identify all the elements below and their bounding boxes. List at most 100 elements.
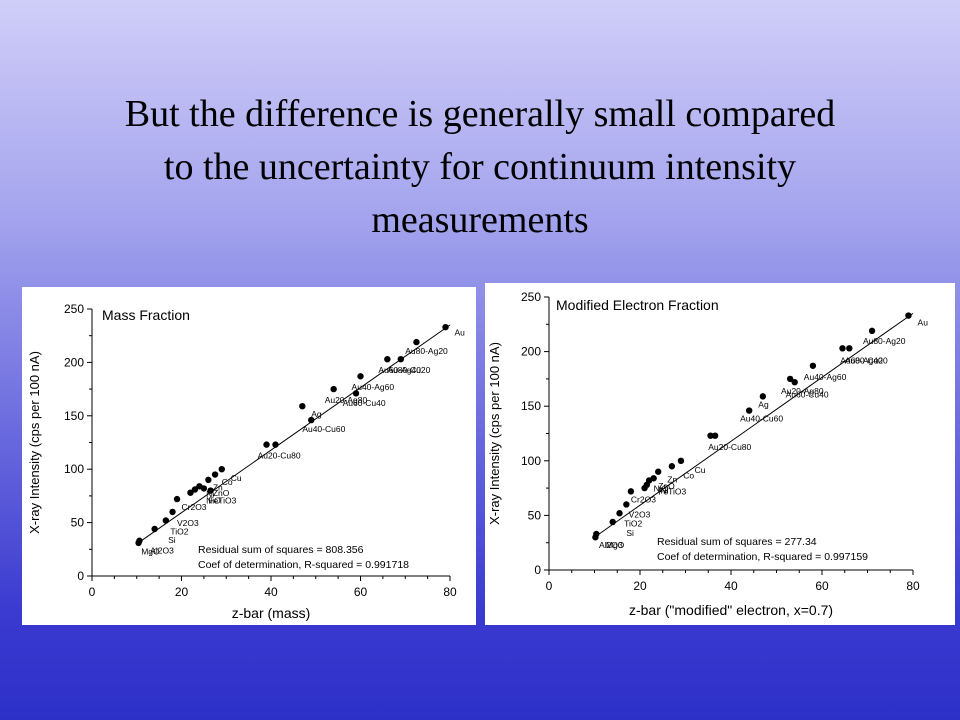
data-point — [905, 312, 912, 319]
point-label: Au80-Ag20 — [863, 336, 906, 346]
point-label: Cu — [231, 473, 242, 483]
data-point — [151, 525, 158, 533]
data-point — [707, 432, 714, 439]
chart-title: Modified Electron Fraction — [556, 297, 719, 313]
point-label: FeTiO3 — [208, 495, 236, 505]
r-squared-annotation: Coef of determination, R-squared = 0.991… — [198, 559, 409, 571]
data-point — [211, 471, 219, 478]
point-label: TiO2 — [170, 526, 188, 536]
point-label: Au80-Cu20 — [387, 365, 430, 375]
data-point — [205, 476, 212, 484]
data-point — [330, 385, 337, 393]
y-tick-label: 250 — [64, 302, 84, 316]
x-tick-label: 80 — [443, 585, 457, 599]
data-point — [786, 375, 794, 383]
data-point — [442, 323, 449, 331]
point-label: Cr2O3 — [182, 502, 207, 512]
point-label: Si — [626, 528, 634, 538]
data-point — [136, 537, 143, 544]
point-label: Al2O3 — [599, 540, 623, 550]
data-point — [357, 373, 364, 380]
point-label: TiO2 — [624, 518, 642, 528]
point-label: Au60-Ag40 — [840, 356, 883, 366]
data-point — [397, 355, 404, 363]
point-label: MgO — [141, 547, 160, 557]
point-label: ZnO — [213, 488, 230, 498]
point-label: Ag — [311, 409, 322, 419]
data-point — [187, 489, 194, 496]
fit-line — [136, 324, 451, 545]
point-label: Cr2O3 — [631, 494, 656, 504]
title-line-1: But the difference is generally small co… — [124, 93, 836, 135]
data-point — [173, 495, 181, 503]
point-label: V2O3 — [629, 510, 651, 520]
point-label: Au20-Ag80 — [781, 386, 824, 396]
y-tick-label: 150 — [521, 399, 541, 413]
data-point — [616, 510, 623, 517]
point-label: Au80-Cu20 — [845, 356, 888, 366]
y-tick-label: 250 — [521, 290, 541, 304]
x-tick-label: 80 — [906, 579, 920, 593]
y-axis-label: X-ray Intensity (cps per 100 nA) — [27, 351, 42, 534]
slide-title: But the difference is generally small co… — [40, 88, 920, 247]
data-point — [200, 485, 208, 492]
point-label: Al2O3 — [150, 546, 174, 556]
y-tick-label: 200 — [64, 355, 84, 369]
point-label: Au40-Cu60 — [740, 413, 783, 423]
point-label: Au — [918, 317, 929, 327]
point-label: Au60-Cu40 — [343, 398, 386, 408]
y-tick-label: 0 — [77, 569, 84, 583]
y-tick-label: 0 — [534, 563, 541, 577]
point-label: MgO — [606, 540, 625, 550]
point-label: FeTiO3 — [658, 487, 686, 497]
point-label: Au80-Ag20 — [405, 346, 448, 356]
x-tick-label: 20 — [633, 579, 647, 593]
point-label: V2O3 — [177, 518, 199, 528]
point-label: Au — [454, 328, 465, 338]
data-point — [655, 468, 662, 475]
point-label: Au20-Cu80 — [258, 451, 301, 461]
data-point — [746, 407, 753, 414]
data-point — [668, 463, 676, 470]
title-line-3: measurements — [371, 199, 589, 241]
data-point — [413, 338, 420, 346]
y-tick-label: 200 — [521, 345, 541, 359]
x-tick-label: 20 — [175, 585, 189, 599]
y-tick-label: 100 — [64, 462, 84, 476]
chart-title: Mass Fraction — [102, 307, 190, 323]
data-point — [299, 402, 306, 410]
x-tick-label: 0 — [546, 579, 553, 593]
point-label: Au60-Cu40 — [786, 389, 829, 399]
point-label: NiO — [654, 483, 669, 493]
point-label: Co — [683, 470, 694, 480]
data-point — [191, 486, 199, 493]
point-label: Ag — [758, 399, 769, 409]
x-tick-label: 0 — [89, 585, 96, 599]
r-squared-annotation: Coef of determination, R-squared = 0.997… — [657, 551, 868, 563]
point-label: Cu — [695, 465, 706, 475]
mass-fraction-chart-panel: 0 50 100 150 200 250 0 20 40 60 80 Mass Fraction z-b… — [22, 287, 476, 625]
point-label: Au20-Cu80 — [708, 442, 751, 452]
point-label: Au40-Cu60 — [302, 424, 345, 434]
data-point — [627, 488, 635, 495]
data-point — [711, 432, 719, 439]
data-point — [677, 457, 685, 464]
y-axis-label: X-ray Intensity (cps per 100 nA) — [487, 342, 502, 525]
point-label: Zn — [667, 475, 677, 485]
data-point — [609, 518, 616, 526]
data-point — [650, 475, 657, 482]
residual-annotation: Residual sum of squares = 277.34 — [657, 536, 817, 548]
data-point — [272, 441, 279, 448]
y-tick-label: 100 — [521, 454, 541, 468]
point-label: Co — [222, 477, 233, 487]
data-point — [846, 345, 853, 352]
point-label: Si — [168, 535, 176, 545]
data-point — [868, 327, 876, 335]
data-point — [759, 393, 767, 400]
x-axis-label: z-bar ("modified" electron, x=0.7) — [629, 602, 833, 618]
data-point — [352, 390, 360, 397]
mass-fraction-chart: 0 50 100 150 200 250 0 20 40 60 80 Mass Fraction z-b… — [27, 302, 465, 621]
x-tick-label: 40 — [264, 585, 278, 599]
x-tick-label: 40 — [724, 579, 738, 593]
title-line-2: to the uncertainty for continuum intensi… — [163, 146, 797, 188]
